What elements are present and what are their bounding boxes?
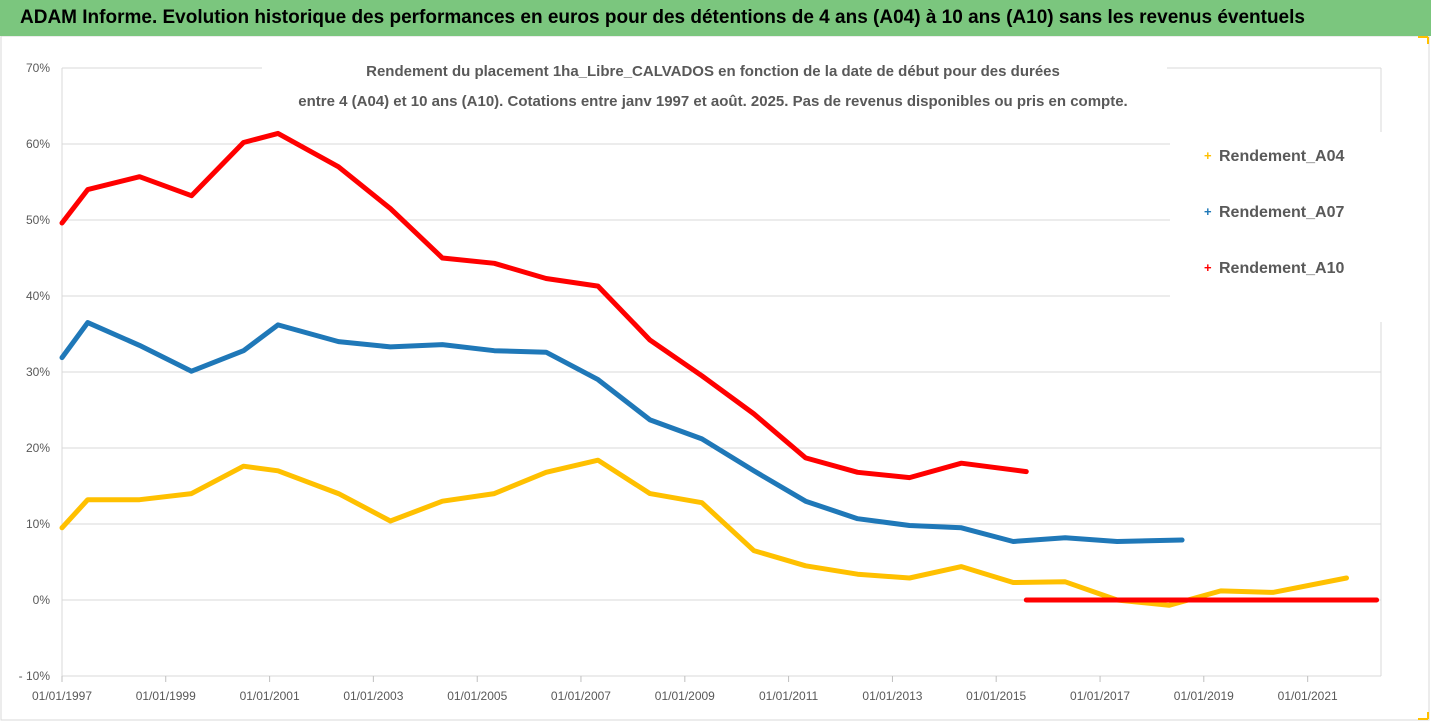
x-axis-ticks [61,676,1309,682]
y-axis-tick-labels: - 10% 0% 10% 20% 30% 40% 50% 60% 70% [19,61,51,683]
chart-title-line: Rendement du placement 1ha_Libre_CALVADO… [366,63,1060,80]
report-banner: ADAM Informe. Evolution historique des p… [0,0,1431,36]
chart-area: - 10% 0% 10% 20% 30% 40% 50% 60% 70% 01/01/1997 0… [0,35,1431,721]
legend-marker: + [1204,148,1212,163]
legend-marker: + [1204,204,1212,219]
chart-legend: + Rendement_A04 + Rendement_A07 + Rendement_A… [1204,148,1344,277]
legend-label: Rendement_A10 [1219,260,1344,277]
y-tick-label: 0% [33,593,51,607]
y-tick-label: 60% [26,137,50,151]
x-tick-label: 01/01/2013 [862,689,922,703]
x-tick-label: 01/01/2011 [759,689,818,703]
y-tick-label: 40% [26,289,50,303]
legend-label: Rendement_A07 [1219,204,1344,221]
legend-backdrop [1170,132,1390,322]
x-tick-label: 01/01/2005 [447,689,507,703]
chart-title: Rendement du placement 1ha_Libre_CALVADO… [298,63,1127,110]
x-tick-label: 01/01/2009 [655,689,715,703]
chart-frame [0,35,1430,721]
x-tick-label: 01/01/2007 [551,689,611,703]
y-tick-label: 30% [26,365,50,379]
line-chart: - 10%0%10%20%30%40%50%60%70% 01/01/1997 0… [0,35,1431,721]
series-lines [59,130,1380,608]
x-tick-label: 01/01/2015 [966,689,1026,703]
y-tick-label: 50% [26,213,50,227]
x-axis-tick-labels: 01/01/1997 01/01/1999 01/01/2001 01/01/2003… [32,689,1338,703]
x-tick-label: 01/01/2021 [1278,689,1338,703]
y-tick-label: 10% [26,517,50,531]
x-tick-label: 01/01/2017 [1070,689,1130,703]
y-tick-label: 20% [26,441,50,455]
series-line-rendement-a07 [59,320,1185,544]
x-tick-label: 01/01/2019 [1174,689,1234,703]
title-backdrop [262,54,1167,122]
x-tick-label: 01/01/2001 [240,689,300,703]
y-tick-label: 70% [26,61,50,75]
x-tick-label: 01/01/1997 [32,689,92,703]
series-line-rendement-a04 [59,457,1349,608]
x-tick-label: 01/01/1999 [136,689,196,703]
series-line-rendement-a10 [59,130,1029,481]
legend-label: Rendement_A04 [1219,148,1344,165]
x-tick-label: 01/01/2003 [343,689,403,703]
chart-title-line: entre 4 (A04) et 10 ans (A10). Cotations… [298,93,1127,110]
y-tick-label: - 10% [19,669,51,683]
legend-marker: + [1204,260,1212,275]
